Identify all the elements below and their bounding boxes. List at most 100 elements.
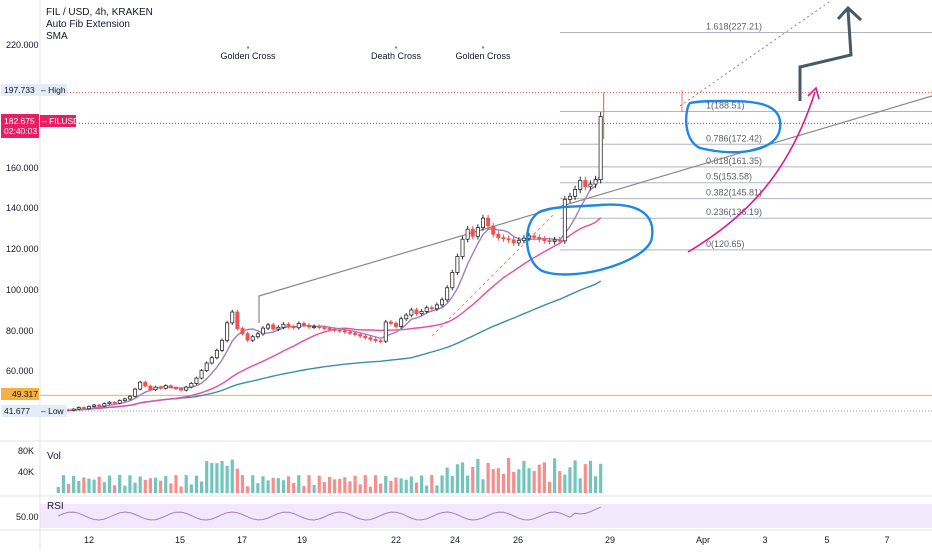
volume-pane-label: Vol [47,451,61,462]
high-badge-value-bg [1,84,39,96]
volume-bar [368,486,373,493]
candle-body [117,400,122,404]
candle-body [271,324,276,330]
candle-body [532,235,537,238]
x-axis-tick-label: 19 [297,535,307,545]
volume-bar [414,482,419,493]
volume-bar [373,475,378,493]
volume-bar [286,476,291,493]
volume-bar [138,476,142,493]
candle-body [496,233,501,238]
candle-body [363,335,368,339]
volume-bar [302,486,306,493]
candle-body [266,324,271,329]
candle-body [138,381,143,390]
candle-body [445,287,450,301]
candle-body [163,385,168,389]
blue-circle-consolidation [525,203,654,276]
volume-bar [338,478,342,493]
candle-body [102,403,107,407]
volume-bar [251,475,255,493]
high-badge-label: – High [41,85,66,95]
volume-bar [215,463,219,493]
volume-bar [496,468,500,493]
candle-body [516,240,521,244]
fib-level-label: 0.5(153.58) [706,172,752,182]
projection-dotted-line [679,0,833,107]
candle-body [97,404,102,407]
candle-body [220,339,225,351]
candle-body [440,299,445,306]
candle-body [434,304,439,310]
volume-bar [153,477,158,493]
candle-body [460,238,465,257]
candle-body [537,236,542,240]
volume-bar [491,469,495,493]
volume-bar [542,462,546,493]
candle-body [506,238,511,241]
volume-bar [527,468,531,493]
candle-body [419,311,424,315]
volume-bar [353,475,357,493]
volume-bar [87,478,91,493]
volume-bar [568,467,572,493]
volume-bar [553,458,557,493]
candle-body [373,338,378,342]
volume-bar [593,476,598,493]
x-axis-tick-label: 5 [824,535,829,545]
candle-body [353,332,358,335]
volume-bar [199,481,204,493]
volume-bar [481,479,485,493]
current-price-countdown: 02:40:03 [4,126,37,136]
candle-body [281,323,286,328]
candle-body [378,340,383,343]
candle-body [337,329,342,332]
volume-bar [107,475,112,493]
volume-bar [435,485,439,493]
volume-bar [179,486,183,493]
candle-body [557,239,562,242]
volume-bar [583,464,587,493]
volume-bar [333,479,337,493]
volume-bar [394,477,398,493]
chart-symbol-title: FIL / USD, 4h, KRAKEN [46,7,153,18]
volume-bar [445,467,449,493]
rsi-line [58,506,601,521]
candle-body [307,324,312,328]
cross-marker-label: Golden Cross [455,51,511,61]
volume-bar [56,487,60,493]
volume-bar [164,476,168,493]
volume-bar [205,461,209,493]
volume-bar [599,463,603,493]
candle-body [588,183,593,188]
candle-body [312,326,317,328]
candle-body [260,327,265,335]
volume-bar [297,475,301,493]
fib-level-label: 1.618(227.21) [706,22,762,32]
x-axis-tick-label: 24 [450,535,460,545]
candle-body [332,328,337,331]
volume-tick-label: 80K [18,446,34,456]
low-badge-value: 41.677 [4,406,30,416]
candle-body [122,398,127,401]
sma-fast-line [58,172,602,412]
volume-bar [292,483,296,493]
x-axis-tick-label: 22 [391,535,401,545]
candle-body [301,323,306,326]
volume-bar [425,485,429,493]
candle-body [547,240,552,243]
volume-bar [512,472,516,493]
candle-body [429,307,434,310]
candle-body [322,327,327,329]
candle-body [347,331,352,334]
candle-body [189,383,194,388]
candle-body [153,386,158,391]
fib-level-label: 0.618(161.35) [706,156,762,166]
candle-body [286,323,291,327]
candle-body [133,388,138,397]
volume-bar [66,483,71,493]
x-axis-tick-label: 17 [237,535,247,545]
candle-body [521,237,526,241]
